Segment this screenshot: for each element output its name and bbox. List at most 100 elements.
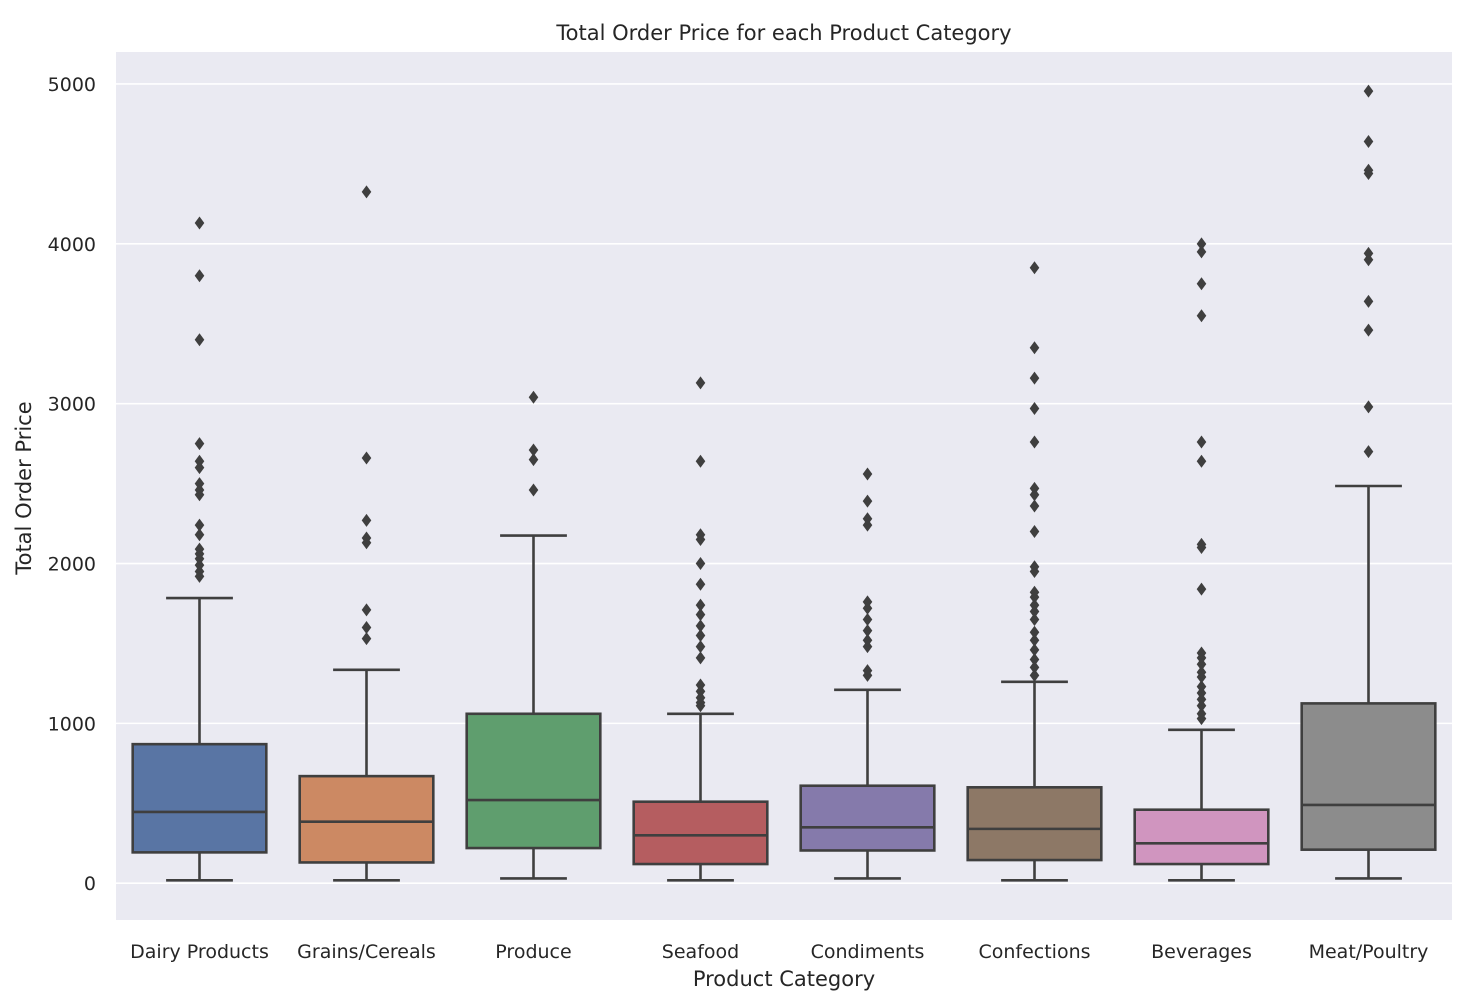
outlier-point (695, 608, 706, 622)
outlier-point (862, 595, 873, 609)
outlier-point (1029, 625, 1040, 639)
outlier-point (1029, 341, 1040, 355)
outlier-point (1363, 246, 1374, 260)
x-tick-label: Confections (978, 941, 1090, 963)
outlier-point (1029, 401, 1040, 415)
outlier-point (1029, 371, 1040, 385)
outlier-point (1196, 665, 1207, 679)
x-tick-label: Seafood (662, 941, 739, 963)
outlier-point (695, 628, 706, 642)
outlier-point (862, 624, 873, 638)
x-tick-label: Meat/Poultry (1309, 941, 1429, 963)
x-tick-label: Grains/Cereals (297, 941, 436, 963)
outlier-point (695, 598, 706, 612)
outlier-point (1363, 163, 1374, 177)
y-tick-label: 0 (84, 873, 96, 895)
box-group (131, 216, 268, 882)
outlier-point (1363, 400, 1374, 414)
iqr-box (298, 774, 435, 864)
iqr-box (465, 712, 602, 850)
outlier-point (1029, 660, 1040, 674)
iqr-box (1133, 808, 1270, 866)
outlier-point (361, 185, 372, 199)
outlier-point (194, 528, 205, 542)
grid-lines (116, 83, 1452, 885)
outlier-point (1196, 435, 1207, 449)
y-axis-label: Total Order Price (12, 401, 36, 575)
box-group (298, 185, 435, 882)
outlier-point (361, 513, 372, 527)
y-tick-label: 2000 (48, 554, 96, 576)
outlier-point (361, 632, 372, 646)
x-tick-label: Condiments (811, 941, 925, 963)
outlier-point (862, 467, 873, 481)
outlier-point (1029, 481, 1040, 495)
outlier-point (194, 216, 205, 230)
outlier-point (1196, 454, 1207, 468)
outlier-point (1029, 668, 1040, 682)
outlier-point (695, 577, 706, 591)
outlier-point (528, 453, 539, 467)
outlier-point (1029, 643, 1040, 657)
outlier-point (862, 664, 873, 678)
outlier-point (1029, 585, 1040, 599)
outlier-point (695, 376, 706, 390)
outlier-point (1196, 309, 1207, 323)
outlier-point (528, 483, 539, 497)
outlier-point (361, 451, 372, 465)
outlier-point (695, 678, 706, 692)
outlier-point (695, 528, 706, 542)
outlier-point (862, 612, 873, 626)
outlier-point (695, 619, 706, 633)
outlier-point (1196, 582, 1207, 596)
outlier-point (1196, 646, 1207, 660)
outlier-point (1196, 707, 1207, 721)
outlier-point (1029, 560, 1040, 574)
outlier-point (1029, 499, 1040, 513)
outlier-point (862, 633, 873, 647)
outlier-point (695, 651, 706, 665)
outlier-point (695, 557, 706, 571)
y-tick-label: 3000 (48, 394, 96, 416)
box-group (1300, 84, 1437, 880)
outlier-point (194, 269, 205, 283)
box-group (966, 261, 1103, 882)
outlier-point (695, 454, 706, 468)
outlier-point (1196, 237, 1207, 251)
x-tick-label: Dairy Products (130, 941, 269, 963)
box-group (1133, 237, 1270, 882)
outlier-point (1196, 245, 1207, 259)
chart-title: Total Order Price for each Product Categ… (555, 21, 1011, 45)
iqr-box (966, 786, 1103, 862)
y-tick-label: 1000 (48, 713, 96, 735)
outlier-point (528, 390, 539, 404)
outlier-point (1363, 84, 1374, 98)
outlier-point (862, 494, 873, 508)
outlier-point (194, 333, 205, 347)
outlier-point (1363, 445, 1374, 459)
outlier-point (194, 437, 205, 451)
outlier-point (1029, 435, 1040, 449)
outlier-point (1029, 261, 1040, 275)
outlier-point (1363, 135, 1374, 149)
iqr-box (632, 800, 769, 866)
outlier-point (528, 443, 539, 457)
x-tick-label: Beverages (1151, 941, 1252, 963)
outlier-point (1363, 323, 1374, 337)
iqr-box (131, 742, 268, 854)
boxes-layer (131, 84, 1437, 882)
outlier-point (361, 603, 372, 617)
outlier-point (361, 531, 372, 545)
x-tick-label: Produce (495, 941, 571, 963)
box-group (632, 376, 769, 882)
outlier-point (194, 542, 205, 556)
y-tick-label: 5000 (48, 74, 96, 96)
outlier-point (1196, 537, 1207, 551)
outlier-point (1196, 680, 1207, 694)
outlier-point (1029, 598, 1040, 612)
box-group (799, 467, 936, 880)
outlier-point (1363, 294, 1374, 308)
iqr-box (1300, 702, 1437, 851)
